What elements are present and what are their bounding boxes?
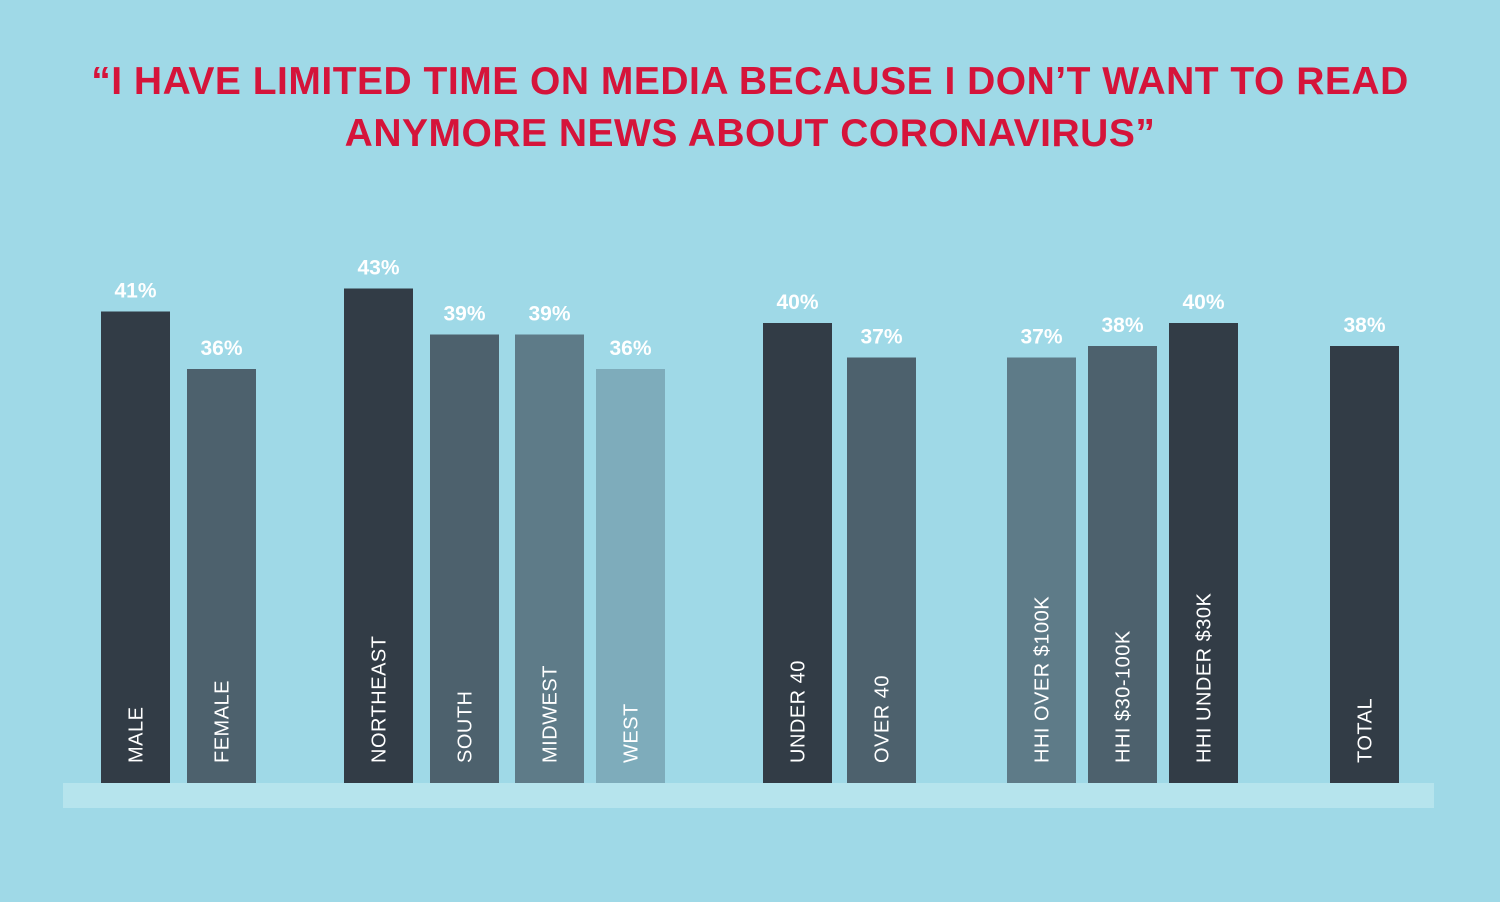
bar-northeast (344, 288, 413, 783)
value-label-total: 38% (1343, 314, 1385, 337)
bar-midwest (515, 334, 584, 783)
value-label-male: 41% (114, 280, 156, 303)
category-label-total: TOTAL (1355, 698, 1377, 763)
value-label-hhi-under-30k: 40% (1182, 291, 1224, 314)
bar-west (596, 369, 665, 783)
category-label-hhi-under-30k: HHI UNDER $30K (1194, 592, 1216, 763)
category-label-over-40: OVER 40 (872, 675, 894, 763)
bar-female (187, 369, 256, 783)
bar-hhi-under-30k (1169, 323, 1238, 783)
bar-south (430, 334, 499, 783)
bar-over-40 (847, 357, 916, 783)
value-label-hhi-30-100k: 38% (1101, 314, 1143, 337)
bar-hhi-over-100k (1007, 357, 1076, 783)
bar-under-40 (763, 323, 832, 783)
category-label-female: FEMALE (212, 680, 234, 763)
category-label-hhi-30-100k: HHI $30-100K (1113, 630, 1135, 763)
value-label-south: 39% (443, 303, 485, 326)
value-label-female: 36% (200, 337, 242, 360)
category-label-west: WEST (621, 703, 643, 763)
bars-layer: 41% MALE 36% FEMALE 43% NORTHEAST 39% SOUTH 39% M… (101, 257, 1399, 783)
chart-baseline (63, 783, 1434, 808)
bar-male (101, 311, 170, 783)
category-label-northeast: NORTHEAST (369, 636, 391, 763)
category-label-south: SOUTH (455, 691, 477, 764)
value-label-over-40: 37% (860, 326, 902, 349)
category-label-hhi-over-100k: HHI OVER $100K (1032, 596, 1054, 763)
value-label-midwest: 39% (528, 303, 570, 326)
value-label-west: 36% (609, 337, 651, 360)
category-label-midwest: MIDWEST (540, 665, 562, 763)
category-label-male: MALE (126, 707, 148, 763)
value-label-hhi-over-100k: 37% (1020, 326, 1062, 349)
bar-total (1330, 346, 1399, 783)
chart-title: “I HAVE LIMITED TIME ON MEDIA BECAUSE I … (91, 60, 1409, 155)
bar-hhi-30-100k (1088, 346, 1157, 783)
category-label-under-40: UNDER 40 (788, 660, 810, 763)
value-label-northeast: 43% (357, 257, 399, 280)
value-label-under-40: 40% (776, 291, 818, 314)
